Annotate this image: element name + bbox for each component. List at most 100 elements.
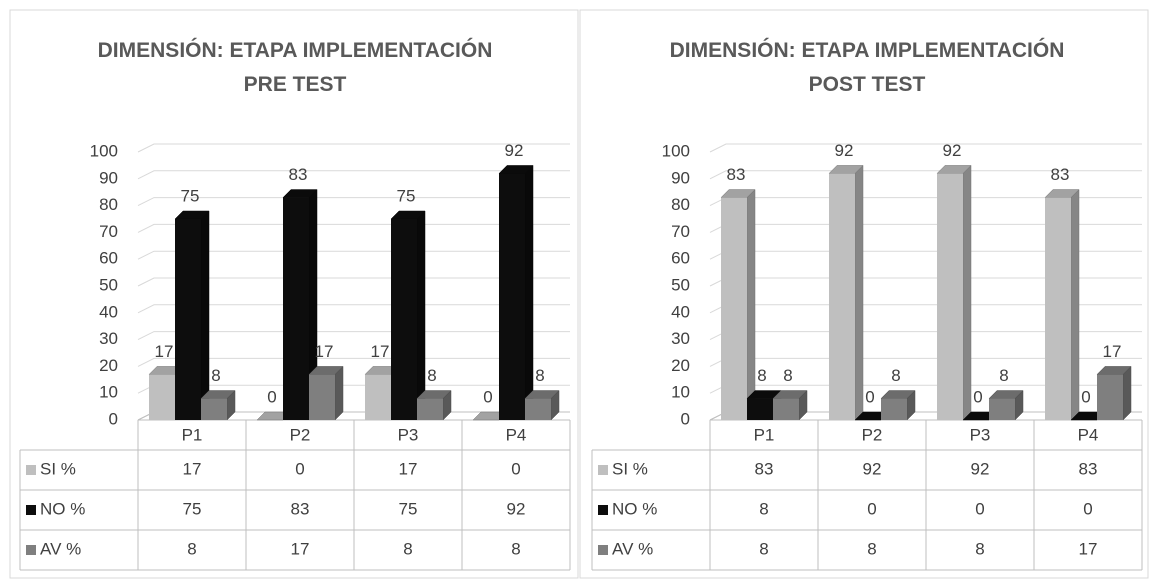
legend-swatch	[598, 505, 608, 515]
legend-label: AV %	[40, 539, 81, 558]
data-label: 83	[1051, 165, 1070, 184]
panel-border	[9, 9, 579, 579]
table-cell: 75	[399, 499, 418, 518]
legend-swatch	[26, 545, 36, 555]
data-label: 0	[483, 387, 492, 406]
table-cell: 8	[867, 539, 876, 558]
chart-title: DIMENSIÓN: ETAPA IMPLEMENTACIÓN POST TES…	[669, 39, 1065, 96]
bar	[391, 219, 417, 420]
bar-side	[416, 210, 426, 421]
y-tick-label: 70	[99, 222, 118, 241]
legend-label: SI %	[40, 459, 76, 478]
data-label: 92	[505, 141, 524, 160]
bar	[1097, 374, 1123, 420]
legend-label: AV %	[612, 539, 653, 558]
data-label: 17	[1103, 342, 1122, 361]
grid-line	[137, 143, 570, 153]
data-label: 92	[835, 141, 854, 160]
grid-line	[137, 304, 570, 314]
data-label: 0	[865, 387, 874, 406]
data-label: 83	[727, 165, 746, 184]
grid-line	[137, 197, 570, 207]
data-label: 0	[1081, 387, 1090, 406]
data-label: 8	[535, 366, 544, 385]
x-tick-label: P1	[182, 425, 203, 444]
y-tick-label: 100	[662, 141, 690, 160]
y-tick-label: 50	[671, 275, 690, 294]
bar	[1045, 197, 1071, 420]
chart-title: DIMENSIÓN: ETAPA IMPLEMENTACIÓN PRE TEST	[97, 39, 493, 96]
bar	[721, 197, 747, 420]
data-label: 17	[315, 342, 334, 361]
data-label: 92	[943, 141, 962, 160]
data-label: 0	[973, 387, 982, 406]
y-tick-label: 20	[99, 356, 118, 375]
y-tick-label: 80	[671, 195, 690, 214]
legend-label: SI %	[612, 459, 648, 478]
bar	[829, 173, 855, 420]
bar	[881, 398, 907, 420]
table-cell: 8	[975, 539, 984, 558]
y-tick-label: 90	[671, 168, 690, 187]
bar	[309, 374, 335, 420]
x-tick-label: P2	[290, 425, 311, 444]
grid-line	[137, 250, 570, 260]
bar-side	[524, 164, 534, 421]
grid-line	[137, 357, 570, 367]
bar-side	[962, 164, 972, 421]
x-tick-label: P2	[862, 425, 883, 444]
legend-label: NO %	[40, 499, 85, 518]
legend-swatch	[26, 505, 36, 515]
data-label: 8	[891, 366, 900, 385]
data-label: 75	[181, 186, 200, 205]
y-tick-label: 30	[671, 329, 690, 348]
panel-border	[579, 9, 1149, 579]
table-cell: 17	[183, 459, 202, 478]
bar-side	[200, 210, 210, 421]
data-label: 8	[211, 366, 220, 385]
table-cell: 75	[183, 499, 202, 518]
data-label: 17	[371, 342, 390, 361]
table-cell: 8	[187, 539, 196, 558]
bar	[283, 197, 309, 420]
data-label: 8	[427, 366, 436, 385]
bar-side	[1122, 365, 1132, 421]
table-cell: 17	[1079, 539, 1098, 558]
grid-line	[709, 170, 1142, 180]
table-cell: 17	[291, 539, 310, 558]
table-cell: 83	[755, 459, 774, 478]
x-tick-label: P1	[754, 425, 775, 444]
bar	[989, 398, 1015, 420]
y-tick-label: 50	[99, 275, 118, 294]
data-label: 83	[289, 165, 308, 184]
grid-line	[137, 277, 570, 287]
bar	[747, 398, 773, 420]
data-label: 8	[999, 366, 1008, 385]
table-cell: 83	[1079, 459, 1098, 478]
data-label: 17	[155, 342, 174, 361]
table-cell: 8	[759, 499, 768, 518]
table-cell: 0	[295, 459, 304, 478]
table-cell: 8	[759, 539, 768, 558]
y-tick-label: 90	[99, 168, 118, 187]
y-tick-label: 80	[99, 195, 118, 214]
table-cell: 17	[399, 459, 418, 478]
y-tick-label: 0	[681, 409, 690, 428]
table-cell: 83	[291, 499, 310, 518]
data-label: 0	[267, 387, 276, 406]
y-tick-label: 40	[671, 302, 690, 321]
table-cell: 92	[507, 499, 526, 518]
legend-label: NO %	[612, 499, 657, 518]
grid-line	[137, 331, 570, 341]
y-tick-label: 60	[99, 249, 118, 268]
y-tick-label: 100	[90, 141, 118, 160]
bar	[365, 374, 391, 420]
y-tick-label: 20	[671, 356, 690, 375]
table-cell: 0	[975, 499, 984, 518]
bar	[417, 398, 443, 420]
table-cell: 0	[1083, 499, 1092, 518]
x-tick-label: P4	[1078, 425, 1099, 444]
bar	[149, 374, 175, 420]
